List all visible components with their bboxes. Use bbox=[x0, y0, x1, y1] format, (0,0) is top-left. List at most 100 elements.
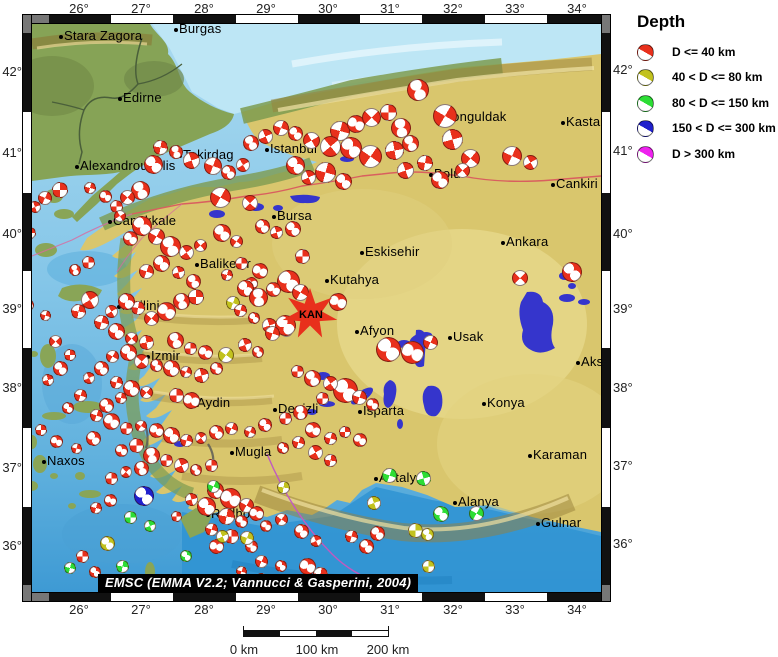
focal-mechanism-r bbox=[152, 254, 170, 272]
city-dot bbox=[146, 355, 150, 359]
axis-label: 32° bbox=[443, 602, 463, 617]
focal-mechanism-r bbox=[132, 216, 152, 236]
scale-label: 0 km bbox=[229, 642, 259, 657]
focal-mechanism-r bbox=[128, 437, 144, 453]
city-label: Naxos bbox=[47, 453, 85, 468]
legend-beachball-icon bbox=[637, 145, 654, 163]
focal-mechanism-r bbox=[208, 424, 224, 440]
axis-label: 39° bbox=[613, 301, 633, 316]
focal-mechanism-r bbox=[159, 453, 173, 467]
city-label: Edirne bbox=[123, 90, 162, 105]
focal-mechanism-r bbox=[257, 128, 273, 144]
focal-mechanism-r bbox=[502, 146, 522, 166]
axis-label: 37° bbox=[2, 460, 22, 475]
focal-mechanism-g bbox=[381, 467, 397, 483]
city-dot bbox=[108, 220, 112, 224]
city-label: Karaman bbox=[533, 447, 588, 462]
focal-mechanism-r bbox=[93, 360, 109, 376]
city-label: Afyon bbox=[360, 323, 395, 338]
focal-mechanism-g bbox=[180, 550, 192, 562]
focal-mechanism-r bbox=[48, 334, 62, 348]
focal-mechanism-r bbox=[138, 334, 154, 350]
city-dot bbox=[273, 408, 277, 412]
focal-mechanism-r bbox=[133, 353, 149, 369]
focal-mechanism-r bbox=[173, 457, 189, 473]
city-dot bbox=[501, 241, 505, 245]
focal-mechanism-r bbox=[339, 426, 351, 438]
focal-mechanism-r bbox=[264, 325, 280, 341]
focal-mechanism-y bbox=[276, 480, 290, 494]
scale-segment bbox=[352, 631, 388, 636]
focal-mechanism-r bbox=[307, 444, 323, 460]
focal-mechanism-r bbox=[275, 560, 287, 572]
focal-mechanism-r bbox=[70, 303, 86, 319]
focal-mechanism-r bbox=[138, 263, 154, 279]
focal-mechanism-g bbox=[468, 505, 484, 521]
axis-label: 28° bbox=[194, 602, 214, 617]
city-dot bbox=[453, 501, 457, 505]
focal-mechanism-g bbox=[433, 506, 449, 522]
focal-mechanism-r bbox=[224, 421, 238, 435]
city-dot bbox=[265, 148, 269, 152]
focal-mechanism-r bbox=[361, 107, 381, 127]
focal-mechanism-r bbox=[104, 304, 118, 318]
focal-mechanism-r bbox=[273, 120, 289, 136]
focal-mechanism-r bbox=[209, 361, 223, 375]
focal-mechanism-r bbox=[375, 336, 401, 362]
focal-mechanism-r bbox=[291, 283, 309, 301]
city-label: Alanya bbox=[458, 494, 499, 509]
legend-label: D <= 40 km bbox=[672, 45, 736, 59]
focal-mechanism-r bbox=[147, 227, 165, 245]
legend-row: 40 < D <= 80 km bbox=[630, 67, 778, 92]
focal-mechanism-r bbox=[162, 426, 180, 444]
focal-mechanism-r bbox=[109, 375, 123, 389]
scale-segment bbox=[244, 631, 280, 636]
focal-mechanism-r bbox=[258, 418, 272, 432]
focal-mechanism-r bbox=[562, 262, 582, 282]
focal-mechanism-r bbox=[454, 162, 470, 178]
focal-mechanism-r bbox=[84, 182, 96, 194]
legend-row: D > 300 km bbox=[630, 144, 778, 169]
city-dot bbox=[325, 279, 329, 283]
city-dot bbox=[59, 35, 63, 39]
focal-mechanism-r bbox=[293, 523, 309, 539]
focal-mechanism-g bbox=[144, 520, 156, 532]
focal-mechanism-r bbox=[62, 402, 74, 414]
focal-mechanism-r bbox=[220, 164, 236, 180]
focal-mechanism-r bbox=[105, 349, 119, 363]
city-dot bbox=[195, 263, 199, 267]
focal-mechanism-r bbox=[244, 426, 256, 438]
focal-mechanism-r bbox=[178, 244, 194, 260]
axis-label: 33° bbox=[505, 1, 525, 16]
legend-beachball-icon bbox=[637, 120, 654, 138]
focal-mechanism-r bbox=[119, 343, 137, 361]
focal-mechanism-r bbox=[433, 104, 457, 128]
focal-mechanism-r bbox=[98, 397, 114, 413]
focal-mechanism-r bbox=[290, 364, 304, 378]
mainshock-label: KAN bbox=[299, 309, 323, 321]
axis-label: 31° bbox=[380, 602, 400, 617]
city-label: Burgas bbox=[179, 24, 222, 36]
focal-mechanism-r bbox=[90, 502, 102, 514]
city-dot bbox=[272, 215, 276, 219]
focal-mechanism-r bbox=[188, 289, 204, 305]
focal-mechanism-r bbox=[85, 430, 101, 446]
focal-mechanism-b bbox=[134, 486, 154, 506]
focal-mechanism-r bbox=[180, 366, 192, 378]
focal-mechanism-r bbox=[35, 424, 47, 436]
focal-mechanism-r bbox=[38, 191, 52, 205]
city-dot bbox=[374, 477, 378, 481]
axis-label: 33° bbox=[505, 602, 525, 617]
focal-mechanism-r bbox=[248, 312, 260, 324]
focal-mechanism-r bbox=[340, 137, 362, 159]
city-dot bbox=[360, 251, 364, 255]
city-dot bbox=[448, 336, 452, 340]
focal-mechanism-r bbox=[234, 514, 248, 528]
focal-mechanism-r bbox=[287, 125, 303, 141]
focal-mechanism-r bbox=[254, 554, 268, 568]
city-dot bbox=[118, 97, 122, 101]
focal-mechanism-y bbox=[218, 347, 234, 363]
focal-mechanism-r bbox=[358, 144, 382, 168]
focal-mechanism-r bbox=[322, 375, 338, 391]
